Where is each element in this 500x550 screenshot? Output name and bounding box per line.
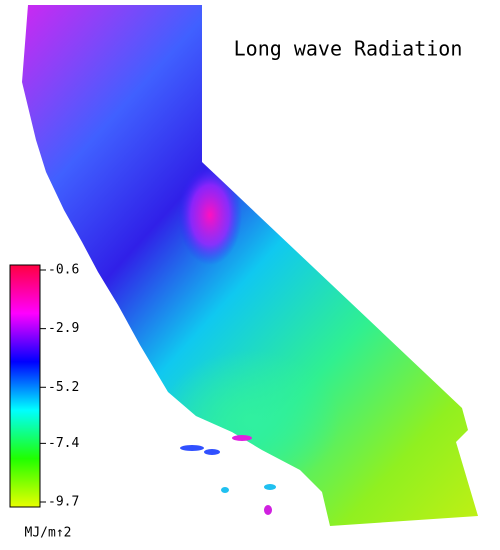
- colorbar-tick-label: -2.9: [48, 321, 79, 336]
- islands: [180, 435, 276, 515]
- map-title: Long wave Radiation: [234, 37, 463, 61]
- colorbar: [9, 264, 41, 508]
- colorbar-tick-label: -5.2: [48, 380, 79, 395]
- colorbar-unit: MJ/m↑2: [25, 526, 72, 541]
- colorbar-tick-label: -0.6: [48, 263, 79, 278]
- colorbar-tick-label: -7.4: [48, 436, 79, 451]
- colorbar-tick-label: -9.7: [48, 495, 79, 510]
